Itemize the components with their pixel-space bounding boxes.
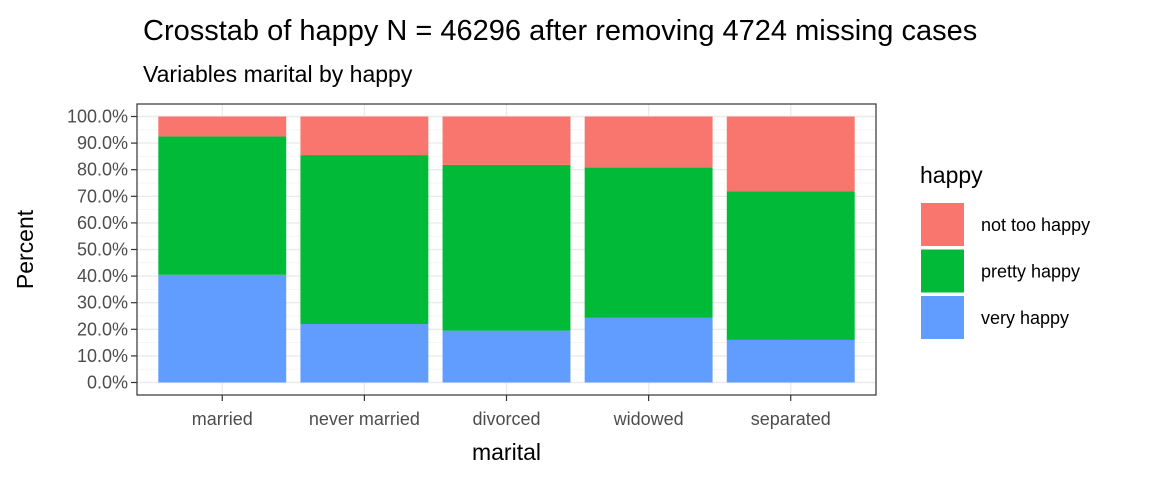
bar-not-too-happy — [300, 116, 429, 156]
bar-very-happy — [300, 323, 429, 383]
bar-not-too-happy — [158, 116, 287, 137]
bar-pretty-happy — [158, 136, 287, 275]
y-axis: 0.0% 10.0% 20.0% 30.0% 40.0% 50.0% 60.0% 70.0% 8… — [67, 107, 137, 393]
y-tick-label: 80.0% — [77, 160, 128, 180]
legend: happy not too happy pretty happy very happ… — [920, 162, 1090, 339]
legend-label-very-happy: very happy — [981, 308, 1069, 328]
y-tick-label: 50.0% — [77, 240, 128, 260]
legend-label-pretty-happy: pretty happy — [981, 262, 1080, 282]
y-tick-label: 30.0% — [77, 293, 128, 313]
y-tick-label: 100.0% — [67, 107, 128, 127]
bar-not-too-happy — [726, 116, 855, 192]
y-tick-label: 90.0% — [77, 133, 128, 153]
bar-pretty-happy — [726, 191, 855, 340]
bar-pretty-happy — [442, 164, 571, 331]
bar-very-happy — [158, 274, 287, 383]
bar-very-happy — [726, 339, 855, 383]
x-axis-title: marital — [472, 439, 541, 465]
bar-not-too-happy — [584, 116, 713, 168]
chart-title: Crosstab of happy N = 46296 after removi… — [143, 15, 977, 47]
legend-key-very-happy — [921, 296, 964, 339]
x-axis: married never married divorced widowed separ… — [192, 395, 831, 429]
legend-key-pretty-happy — [921, 249, 964, 293]
legend-label-not-too-happy: not too happy — [981, 215, 1090, 235]
y-axis-title: Percent — [12, 209, 38, 289]
x-tick-label: married — [192, 409, 253, 429]
x-tick-label: divorced — [472, 409, 540, 429]
legend-key-not-too-happy — [921, 203, 964, 246]
bar-very-happy — [584, 317, 713, 383]
x-tick-label: never married — [309, 409, 420, 429]
y-tick-label: 70.0% — [77, 186, 128, 206]
bar-pretty-happy — [300, 155, 429, 324]
y-tick-label: 40.0% — [77, 266, 128, 286]
y-tick-label: 0.0% — [87, 373, 128, 393]
legend-title: happy — [920, 162, 983, 188]
x-tick-label: separated — [751, 409, 831, 429]
y-tick-label: 10.0% — [77, 346, 128, 366]
bar-not-too-happy — [442, 116, 571, 165]
x-tick-label: widowed — [613, 409, 684, 429]
y-tick-label: 60.0% — [77, 213, 128, 233]
bar-pretty-happy — [584, 167, 713, 318]
chart-subtitle: Variables marital by happy — [143, 61, 413, 87]
bars — [158, 116, 855, 383]
bar-very-happy — [442, 330, 571, 383]
y-tick-label: 20.0% — [77, 319, 128, 339]
